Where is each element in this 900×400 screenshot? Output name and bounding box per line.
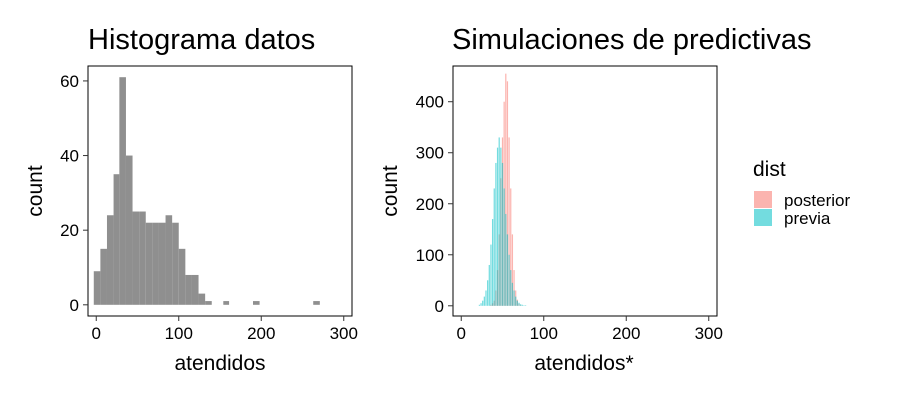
- left-y-tick-label-2: 40: [60, 147, 79, 166]
- right-y-tick-label-1: 100: [416, 246, 444, 265]
- right-bar-previa-16: [505, 213, 507, 306]
- left-x-tick-label-2: 200: [247, 324, 275, 343]
- right-bar-previa-19: [510, 270, 512, 306]
- right-bar-posterior-12: [510, 188, 512, 306]
- right-bar-previa-12: [498, 137, 500, 306]
- right-y-tick-label-4: 400: [416, 93, 444, 112]
- left-chart-title: Histograma datos: [88, 24, 315, 56]
- right-bar-previa-28: [524, 305, 527, 306]
- left-histogram-bar-16: [198, 293, 206, 305]
- legend-label-previa: previa: [784, 209, 831, 228]
- legend-swatch-previa: [754, 209, 772, 226]
- left-histogram-bar-12: [172, 222, 179, 305]
- right-bar-previa-23: [516, 300, 518, 306]
- right-bar-previa-0: [478, 304, 481, 306]
- left-histogram-bar-3: [113, 174, 120, 305]
- right-bar-previa-26: [521, 304, 523, 306]
- left-histogram-bar-15: [191, 274, 199, 305]
- right-bar-previa-21: [513, 290, 515, 306]
- right-bar-previa-17: [506, 234, 509, 306]
- right-bar-previa-7: [490, 244, 492, 306]
- left-histogram-bar-17: [205, 301, 212, 305]
- left-plot-border: [87, 65, 353, 317]
- right-bar-previa-5: [487, 280, 489, 306]
- left-histogram-bar-0: [93, 271, 101, 305]
- legend-swatch-posterior: [754, 191, 772, 208]
- right-bar-previa-4: [485, 290, 487, 306]
- right-bar-previa-25: [520, 304, 522, 306]
- left-histogram-bar-14: [185, 274, 192, 305]
- left-histogram-bar-9: [152, 222, 159, 305]
- right-chart-title: Simulaciones de predictivas: [452, 24, 811, 56]
- right-bar-previa-6: [488, 264, 490, 306]
- right-bar-previa-15: [503, 188, 505, 306]
- right-bar-previa-18: [508, 254, 510, 306]
- right-y-tick-label-2: 200: [416, 195, 444, 214]
- right-bar-previa-2: [482, 300, 484, 306]
- left-y-tick-label-0: 0: [70, 296, 79, 315]
- right-x-axis-title: atendidos*: [534, 352, 633, 375]
- left-histogram-bar-8: [145, 222, 153, 305]
- right-plot-border: [452, 65, 718, 317]
- right-bar-previa-9: [493, 188, 495, 306]
- right-x-tick-label-3: 300: [695, 324, 723, 343]
- left-histogram-bar-10: [158, 222, 166, 305]
- left-histogram-bar-1: [100, 248, 107, 305]
- left-x-tick-label-0: 0: [92, 324, 101, 343]
- right-bar-previa-20: [511, 282, 514, 306]
- left-y-tick-label-3: 60: [60, 72, 79, 91]
- right-bar-posterior-9: [505, 73, 507, 306]
- left-histogram-bar-13: [178, 248, 186, 305]
- left-x-tick-label-3: 300: [330, 324, 358, 343]
- left-histogram-bar-19: [253, 301, 260, 305]
- right-y-axis-title: count: [379, 165, 402, 217]
- left-axes: 0 100 200 300 0 20 40 60: [60, 72, 358, 343]
- right-bar-previa-27: [523, 305, 525, 306]
- left-y-tick-label-1: 20: [60, 221, 79, 240]
- right-bar-previa-1: [480, 303, 482, 306]
- right-bar-previa-8: [491, 219, 494, 306]
- left-x-axis-title: atendidos: [174, 352, 265, 375]
- left-histogram-bar-5: [125, 155, 133, 305]
- right-y-tick-label-0: 0: [435, 297, 444, 316]
- right-x-tick-label-0: 0: [457, 324, 466, 343]
- right-bar-previa-24: [518, 302, 520, 306]
- left-x-tick-label-1: 100: [165, 324, 193, 343]
- right-bar-previa-14: [501, 162, 504, 306]
- right-bar-posterior-13: [511, 234, 514, 306]
- right-panel: Simulaciones de predictivas 0 100 200 300 0 1…: [379, 24, 811, 375]
- left-histogram-bar-6: [132, 211, 140, 305]
- right-bar-posterior-14: [513, 270, 515, 306]
- right-bar-previa-3: [483, 296, 485, 306]
- right-axes: 0 100 200 300 0 100 200 300 400: [416, 93, 723, 343]
- left-y-axis-title: count: [24, 165, 47, 217]
- left-histogram-bar-7: [139, 211, 146, 305]
- right-bar-previa-11: [496, 147, 499, 306]
- left-histogram-bar-18: [223, 301, 230, 305]
- right-bar-posterior-11: [508, 137, 510, 306]
- right-x-tick-label-2: 200: [612, 324, 640, 343]
- left-histogram-bars: [93, 77, 320, 305]
- right-bar-previa-22: [515, 296, 517, 306]
- left-panel: Histograma datos 0 100 200 300 0 20 40 60 atend…: [24, 24, 358, 375]
- left-histogram-bar-11: [165, 215, 173, 305]
- legend: dist posterior previa: [753, 158, 850, 228]
- left-histogram-bar-4: [119, 77, 126, 305]
- legend-label-posterior: posterior: [784, 191, 850, 210]
- right-histogram-bars: [478, 73, 527, 306]
- right-bar-posterior-10: [506, 81, 509, 306]
- right-x-tick-label-1: 100: [530, 324, 558, 343]
- legend-title: dist: [753, 158, 786, 181]
- right-bar-previa-13: [500, 147, 502, 306]
- right-bar-previa-10: [495, 162, 497, 306]
- left-histogram-bar-20: [313, 301, 320, 305]
- left-histogram-bar-2: [106, 215, 114, 305]
- right-y-tick-label-3: 300: [416, 144, 444, 163]
